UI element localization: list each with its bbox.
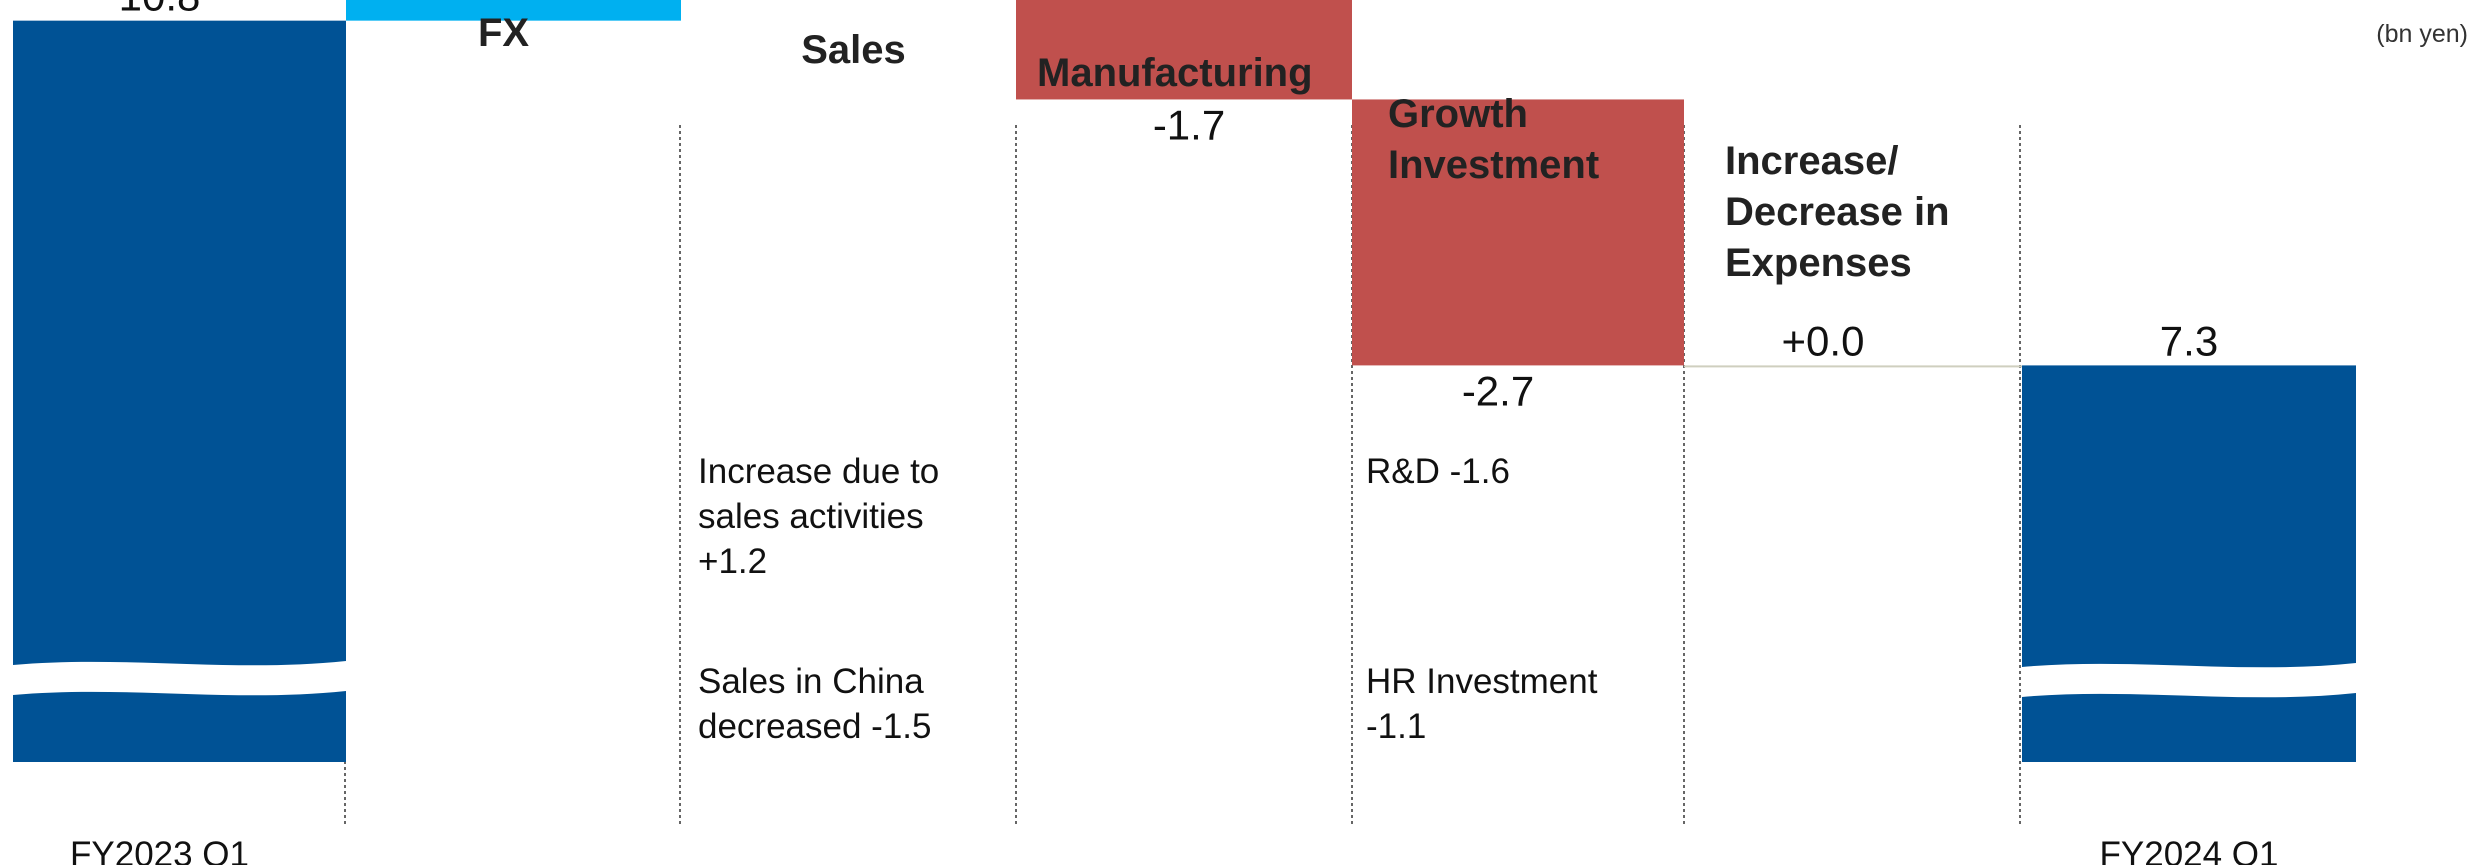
labels-layer: 10.8FY2023 Q1+1.2FX-0.3SalesIncrease due… [70, 0, 2279, 865]
value-label: +0.0 [1782, 317, 1865, 364]
axis-break-wave [13, 661, 346, 696]
bar-fx [346, 0, 681, 21]
category-heading: Growth [1388, 92, 1528, 136]
bars-layer [13, 0, 2356, 762]
annotation-text: R&D -1.6 [1366, 452, 1510, 491]
category-heading: Increase/ [1725, 139, 1898, 183]
bar-increase-decrease-in-expenses [1684, 365, 2022, 368]
value-label: -2.7 [1462, 367, 1534, 414]
value-label: -1.7 [1153, 101, 1225, 148]
value-label: 7.3 [2160, 317, 2218, 364]
annotation-text: sales activities [698, 497, 924, 536]
annotation-text: decreased -1.5 [698, 707, 931, 746]
value-label: 10.8 [119, 0, 201, 20]
x-axis-label: FY2024 Q1 [2100, 835, 2279, 865]
x-axis-label: FY2023 Q1 [70, 835, 249, 865]
category-heading: Decrease in [1725, 190, 1950, 234]
category-heading: Expenses [1725, 241, 1912, 285]
category-heading: Sales [801, 28, 906, 72]
unit-label: (bn yen) [2376, 20, 2468, 48]
annotation-text: -1.1 [1366, 707, 1426, 746]
bar-fy2024-q1 [2022, 365, 2356, 762]
category-heading: Manufacturing [1037, 51, 1313, 95]
bar-growth-investment [1352, 99, 1684, 366]
annotation-text: Increase due to [698, 452, 939, 491]
annotation-text: Sales in China [698, 662, 924, 701]
bar-manufacturing [1016, 0, 1352, 100]
category-heading: Investment [1388, 143, 1599, 187]
axis-break-wave [2022, 663, 2356, 698]
annotation-text: HR Investment [1366, 662, 1598, 701]
annotation-text: +1.2 [698, 542, 767, 581]
bar-fy2023-q1 [13, 20, 346, 762]
category-heading: FX [478, 11, 529, 55]
